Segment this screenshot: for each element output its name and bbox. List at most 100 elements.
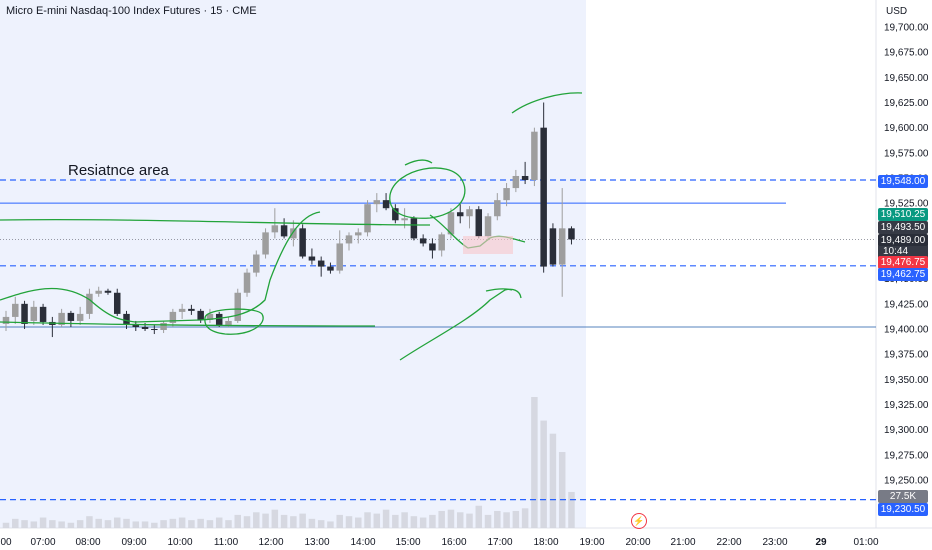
lightning-icon[interactable]: ⚡	[631, 513, 647, 529]
volume-bar	[12, 518, 19, 528]
price-tick: 19,625.00	[884, 98, 929, 109]
candle-body	[123, 313, 130, 324]
price-tick: 19,375.00	[884, 350, 929, 361]
volume-bar	[113, 517, 121, 528]
time-tick: 15:00	[395, 537, 420, 548]
candle-body	[21, 303, 28, 324]
drawing-upper-channel	[0, 218, 431, 226]
volume-bar	[494, 510, 501, 528]
candle-body	[132, 323, 140, 327]
candle-body	[95, 290, 102, 294]
volume-bar	[290, 516, 297, 528]
candle-body	[253, 254, 260, 273]
volume-bar	[243, 516, 251, 528]
volume-bar	[299, 513, 306, 528]
volume-bar	[151, 522, 158, 528]
volume-bar	[49, 520, 56, 528]
time-tick: 14:00	[350, 537, 375, 548]
volume-bar	[76, 520, 84, 528]
candle-body	[215, 313, 223, 325]
candle-body	[447, 212, 455, 235]
price-tick: 19,350.00	[884, 375, 929, 386]
price-tick: 19,400.00	[884, 325, 929, 336]
candle-body	[2, 316, 10, 324]
volume-bar	[558, 452, 566, 528]
candle-body	[86, 293, 93, 314]
candle-body	[113, 292, 121, 314]
volume-bar	[568, 491, 575, 528]
volume-bar	[2, 522, 10, 528]
volume-bar	[484, 514, 492, 528]
candle-body	[401, 218, 408, 221]
volume-bar	[169, 518, 177, 528]
candle-body	[169, 311, 177, 323]
candle-body	[197, 310, 204, 320]
time-tick: 09:00	[121, 537, 146, 548]
drawing-box	[463, 236, 513, 254]
volume-bar	[327, 521, 334, 528]
volume-bar	[382, 509, 390, 528]
candle-body	[531, 131, 538, 181]
candle-body	[429, 243, 436, 251]
volume-bar	[123, 518, 130, 528]
candle-body	[392, 208, 399, 221]
volume-bar	[178, 517, 186, 528]
drawing-lower-channel	[0, 321, 376, 327]
candle-body	[456, 212, 464, 217]
resistance-label[interactable]: Resiatnce area	[68, 162, 169, 179]
candle-body	[262, 232, 269, 255]
volume-bar	[401, 512, 408, 528]
price-tick: 19,600.00	[884, 123, 929, 134]
volume-bar	[21, 520, 28, 528]
bid-label: 19,510.25	[878, 208, 928, 221]
volume-bar	[475, 505, 483, 528]
volume-bar	[104, 520, 112, 528]
price-tick: 19,325.00	[884, 400, 929, 411]
candle-body	[327, 266, 334, 271]
time-tick: 00	[0, 537, 12, 548]
ask-label: 19,476.75	[878, 256, 928, 269]
candle-body	[299, 228, 306, 257]
volume-bar	[521, 508, 529, 528]
price-tick: 19,275.00	[884, 450, 929, 461]
time-axis[interactable]: 00 07:00 08:00 09:00 10:00 11:00 12:00 13:00 14:…	[0, 537, 879, 548]
time-tick: 29	[815, 537, 827, 548]
candle-body	[151, 329, 158, 331]
time-tick: 16:00	[441, 537, 466, 548]
candle-body	[494, 200, 501, 217]
candle-body	[475, 209, 483, 237]
bottom-level-label: 19,230.50	[878, 503, 928, 516]
trendline-drawings[interactable]	[0, 92, 583, 361]
volume-label: 27.5K	[878, 490, 928, 503]
candle-body	[104, 290, 112, 293]
time-tick: 08:00	[75, 537, 100, 548]
volume-bar	[67, 522, 75, 528]
drawing-circle-top	[389, 159, 466, 219]
drawing-arc-bottom	[399, 288, 522, 361]
volume-bar	[466, 513, 473, 528]
volume-bar	[141, 521, 149, 528]
time-tick: 10:00	[167, 537, 192, 548]
session-highlight	[0, 0, 586, 528]
volume-bar	[132, 521, 140, 528]
candle-body	[382, 200, 390, 209]
volume-bar	[39, 517, 47, 528]
volume-bar	[373, 513, 381, 528]
volume-bar	[355, 517, 362, 528]
volume-bar	[225, 520, 232, 528]
time-tick: 11:00	[214, 537, 239, 548]
time-tick: 21:00	[670, 537, 695, 548]
candle-body	[410, 218, 418, 239]
candle-body	[568, 228, 575, 240]
volume-bar	[503, 512, 510, 528]
candle-body	[503, 188, 510, 201]
price-tick: 19,525.00	[884, 199, 929, 210]
time-tick: 13:00	[304, 537, 329, 548]
candle-body	[438, 234, 445, 251]
volume-bar	[86, 516, 93, 528]
time-tick: 22:00	[716, 537, 741, 548]
candle-body	[466, 209, 473, 217]
candle-body	[373, 200, 381, 205]
volume-bar	[531, 397, 538, 528]
